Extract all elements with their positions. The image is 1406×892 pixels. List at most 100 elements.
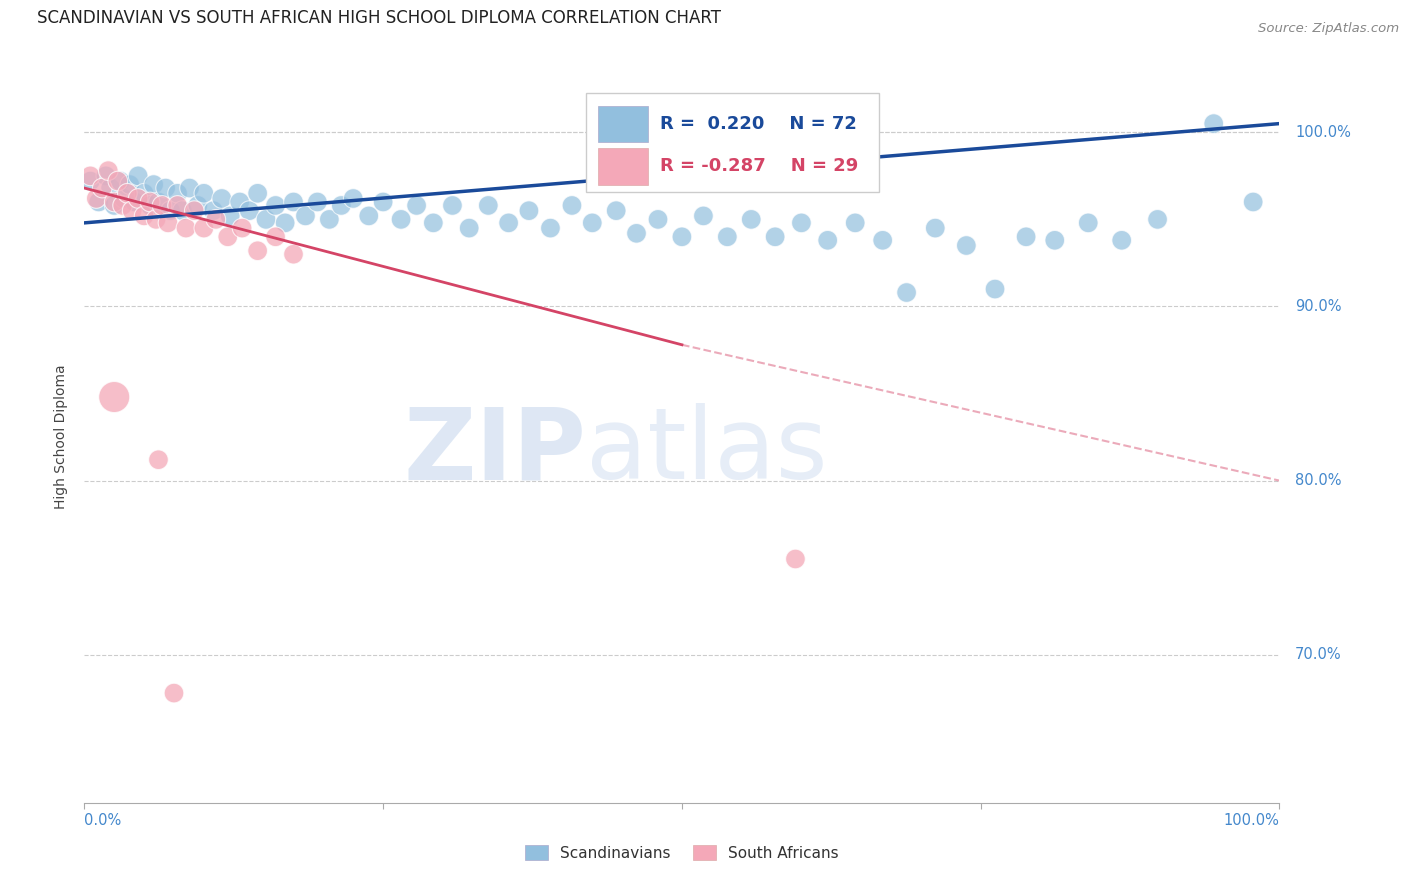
- Point: [86, 192, 108, 206]
- Point: [91, 181, 114, 195]
- Text: 100.0%: 100.0%: [1223, 814, 1279, 829]
- FancyBboxPatch shape: [599, 148, 648, 185]
- Point: [238, 203, 260, 218]
- Point: [498, 216, 520, 230]
- Point: [844, 216, 866, 230]
- Point: [330, 198, 353, 212]
- Point: [145, 212, 167, 227]
- Point: [124, 194, 146, 209]
- Point: [118, 178, 141, 192]
- Point: [202, 203, 225, 218]
- Point: [626, 227, 648, 241]
- Point: [294, 209, 316, 223]
- Point: [94, 169, 117, 183]
- Point: [229, 194, 252, 209]
- Point: [1241, 194, 1264, 209]
- Point: [103, 194, 125, 209]
- Point: [107, 174, 129, 188]
- Point: [716, 229, 738, 244]
- Point: [342, 192, 364, 206]
- Point: [389, 212, 412, 227]
- Point: [561, 198, 583, 212]
- Point: [405, 198, 427, 212]
- Point: [193, 186, 215, 201]
- Point: [692, 209, 714, 223]
- Point: [924, 221, 946, 235]
- Point: [127, 192, 149, 206]
- Point: [790, 216, 813, 230]
- Point: [740, 212, 762, 227]
- Point: [647, 212, 669, 227]
- Legend: Scandinavians, South Africans: Scandinavians, South Africans: [517, 837, 846, 868]
- Point: [984, 282, 1007, 296]
- Text: Source: ZipAtlas.com: Source: ZipAtlas.com: [1258, 22, 1399, 36]
- Point: [458, 221, 481, 235]
- Point: [103, 390, 125, 404]
- Point: [896, 285, 918, 300]
- Text: 100.0%: 100.0%: [1295, 125, 1351, 140]
- Point: [132, 186, 156, 201]
- Text: R =  0.220    N = 72: R = 0.220 N = 72: [661, 115, 858, 133]
- Point: [187, 198, 209, 212]
- Point: [79, 174, 101, 188]
- Point: [1015, 229, 1038, 244]
- Point: [211, 192, 233, 206]
- Point: [422, 216, 444, 230]
- Point: [1077, 216, 1099, 230]
- Point: [246, 186, 269, 201]
- Point: [872, 233, 894, 247]
- Point: [132, 209, 156, 223]
- Point: [159, 203, 181, 218]
- Point: [274, 216, 297, 230]
- Point: [217, 229, 239, 244]
- Point: [163, 686, 186, 700]
- Y-axis label: High School Diploma: High School Diploma: [55, 365, 69, 509]
- Point: [231, 221, 253, 235]
- Point: [112, 192, 135, 206]
- Text: 90.0%: 90.0%: [1295, 299, 1341, 314]
- Point: [817, 233, 839, 247]
- Point: [183, 203, 205, 218]
- Point: [139, 194, 162, 209]
- Text: 80.0%: 80.0%: [1295, 473, 1341, 488]
- Point: [605, 203, 627, 218]
- Text: ZIP: ZIP: [404, 403, 586, 500]
- Point: [157, 216, 180, 230]
- Point: [1202, 117, 1225, 131]
- Point: [357, 209, 380, 223]
- Point: [142, 178, 165, 192]
- Point: [517, 203, 540, 218]
- Point: [581, 216, 603, 230]
- Point: [540, 221, 562, 235]
- Text: 0.0%: 0.0%: [84, 814, 121, 829]
- Point: [955, 238, 977, 252]
- Point: [148, 194, 170, 209]
- Text: atlas: atlas: [586, 403, 828, 500]
- Text: R = -0.287    N = 29: R = -0.287 N = 29: [661, 158, 859, 176]
- Point: [127, 169, 149, 183]
- Point: [283, 194, 305, 209]
- Point: [1146, 212, 1168, 227]
- Point: [193, 221, 215, 235]
- Point: [179, 181, 201, 195]
- Point: [254, 212, 277, 227]
- Point: [246, 244, 269, 258]
- Point: [264, 198, 287, 212]
- Point: [166, 198, 188, 212]
- Point: [318, 212, 340, 227]
- Point: [174, 221, 197, 235]
- Point: [103, 198, 125, 212]
- Point: [671, 229, 693, 244]
- Text: SCANDINAVIAN VS SOUTH AFRICAN HIGH SCHOOL DIPLOMA CORRELATION CHART: SCANDINAVIAN VS SOUTH AFRICAN HIGH SCHOO…: [37, 10, 720, 28]
- Text: 70.0%: 70.0%: [1295, 648, 1341, 662]
- Point: [283, 247, 305, 261]
- Point: [1111, 233, 1133, 247]
- Point: [121, 203, 143, 218]
- Point: [1043, 233, 1066, 247]
- Point: [148, 452, 170, 467]
- Point: [172, 203, 194, 218]
- Point: [100, 181, 122, 195]
- Point: [373, 194, 395, 209]
- Point: [264, 229, 287, 244]
- Point: [110, 174, 132, 188]
